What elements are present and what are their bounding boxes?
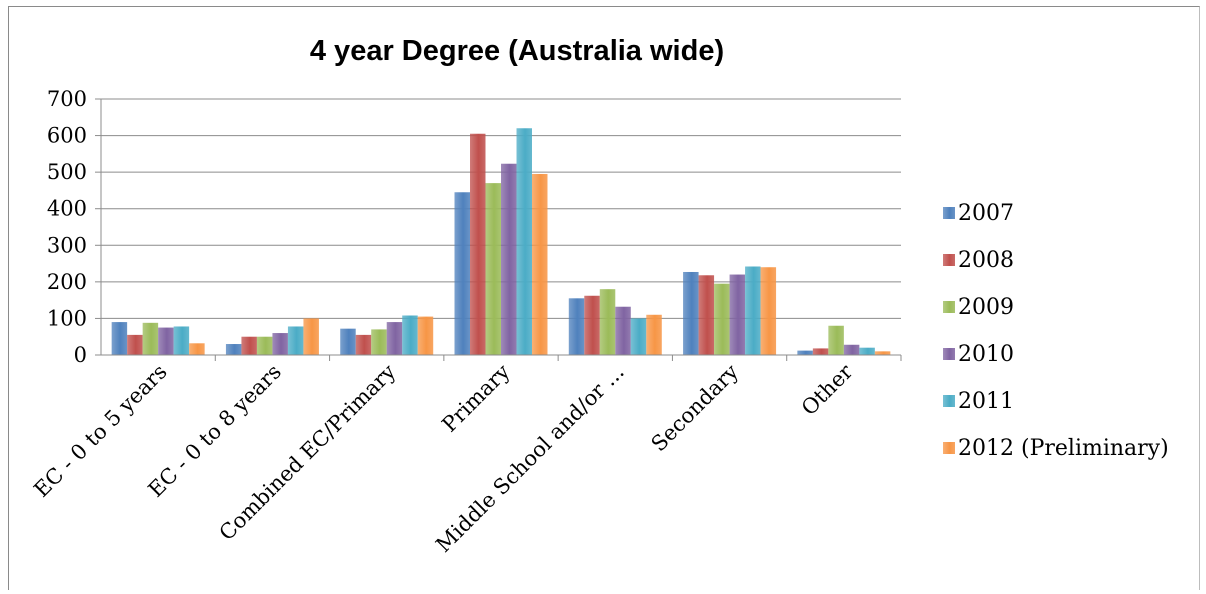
- y-tick-label: 100: [47, 306, 87, 330]
- bar-2010-0: [158, 327, 174, 355]
- bar-2012-6: [874, 351, 891, 355]
- bar-2007-4: [568, 298, 585, 355]
- bar-2007-5: [683, 271, 699, 355]
- x-category-label: Primary: [437, 359, 514, 436]
- bar-2008-0: [127, 334, 143, 355]
- bar-2009-2: [371, 329, 387, 355]
- bar-2011-2: [402, 315, 418, 355]
- bar-2007-3: [454, 192, 470, 355]
- bar-2009-4: [599, 289, 616, 355]
- bar-2010-5: [729, 274, 746, 355]
- bar-2009-1: [256, 336, 273, 355]
- bar-2011-6: [859, 347, 875, 355]
- legend: 2007 2008 2009 2010 2011 2012 (Preliminary): [943, 201, 1169, 461]
- bar-2009-3: [485, 183, 501, 355]
- bar-2007-2: [340, 328, 356, 355]
- legend-swatch: [943, 395, 955, 407]
- bar-2009-6: [828, 325, 844, 355]
- y-axis-ticks: 0 100 200 300 400 500 600 700: [47, 87, 87, 367]
- bar-2012-2: [417, 316, 434, 355]
- legend-label: 2011: [958, 389, 1014, 414]
- legend-label: 2012 (Preliminary): [958, 436, 1169, 461]
- x-category-label: Middle School and/or ...: [431, 360, 628, 557]
- legend-swatch: [943, 207, 955, 219]
- bar-2011-4: [630, 318, 647, 355]
- legend-swatch: [943, 442, 955, 454]
- y-tick-label: 500: [47, 160, 87, 184]
- bar-2011-3: [516, 128, 532, 355]
- legend-label: 2008: [958, 248, 1014, 273]
- chart-title: 4 year Degree (Australia wide): [309, 35, 725, 67]
- bar-2011-1: [287, 326, 304, 355]
- bar-2010-1: [272, 333, 288, 355]
- y-tick-label: 700: [47, 87, 87, 111]
- bar-2008-6: [812, 348, 829, 355]
- bar-2008-2: [355, 334, 372, 355]
- x-category-label: Other: [797, 359, 858, 420]
- bar-2008-3: [470, 133, 486, 355]
- bar-2008-5: [698, 275, 715, 355]
- legend-swatch: [943, 301, 955, 313]
- bar-2010-3: [501, 163, 517, 355]
- legend-label: 2009: [958, 295, 1014, 320]
- legend-swatch: [943, 348, 955, 360]
- y-tick-label: 300: [47, 233, 87, 257]
- bar-2007-6: [797, 350, 813, 355]
- bar-2012-4: [646, 314, 662, 355]
- bar-2011-5: [745, 266, 761, 355]
- bar-2007-1: [225, 344, 242, 355]
- bar-2008-4: [584, 295, 600, 355]
- y-tick-label: 400: [47, 197, 87, 221]
- bar-2010-4: [615, 306, 631, 355]
- x-category-label: Secondary: [647, 359, 744, 456]
- y-tick-label: 200: [47, 270, 87, 294]
- bar-2007-0: [111, 322, 128, 355]
- bars: [111, 128, 891, 355]
- legend-swatch: [943, 254, 955, 266]
- bar-2012-0: [189, 343, 205, 355]
- axes: [95, 98, 902, 361]
- bar-chart: 0 100 200 300 400 500 600 700 EC - 0 to 5 years…: [29, 87, 1169, 557]
- bar-2008-1: [241, 336, 257, 355]
- bar-2012-3: [532, 173, 548, 355]
- chart-frame: 4 year Degree (Australia wide) 0 100 200 30…: [8, 6, 1200, 590]
- bar-2009-0: [142, 322, 159, 355]
- bar-2011-0: [173, 326, 190, 355]
- bar-2010-6: [843, 344, 860, 355]
- legend-label: 2007: [958, 201, 1014, 226]
- bar-2009-5: [714, 283, 730, 355]
- bar-2012-1: [303, 318, 319, 355]
- legend-label: 2010: [958, 342, 1014, 367]
- y-tick-label: 0: [74, 343, 87, 367]
- bar-2012-5: [760, 267, 777, 355]
- y-tick-label: 600: [47, 124, 87, 148]
- bar-2010-2: [386, 322, 403, 355]
